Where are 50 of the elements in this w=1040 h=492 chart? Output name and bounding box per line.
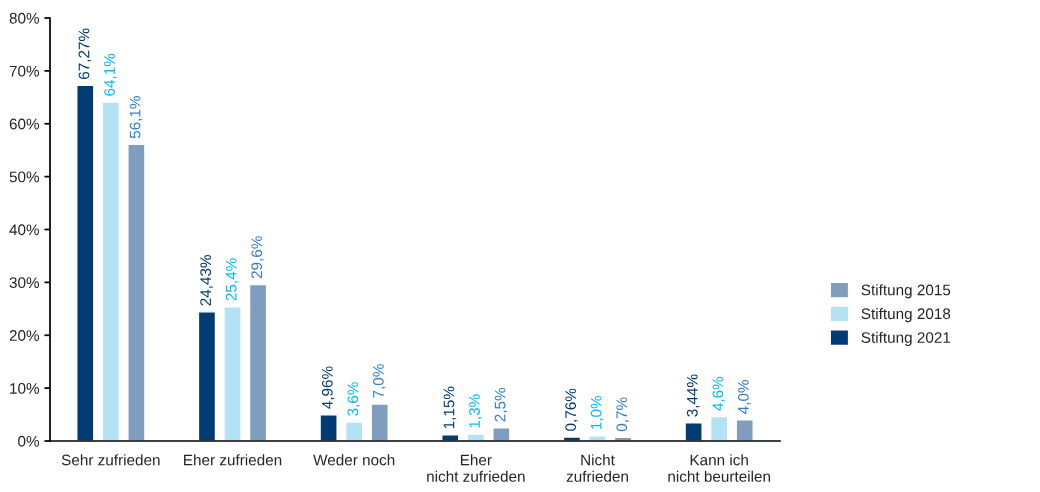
bar bbox=[344, 421, 364, 441]
bar bbox=[101, 101, 121, 441]
data-label: 1,15% bbox=[443, 386, 457, 429]
y-tick-label: 0% bbox=[18, 435, 40, 447]
x-tick-label: Eher nicht zufrieden bbox=[427, 454, 525, 482]
bar bbox=[492, 427, 511, 441]
legend-label: Stiftung 2021 bbox=[861, 331, 951, 346]
x-tick-label: Eher zufrieden bbox=[184, 454, 282, 466]
y-tick-label: 80% bbox=[9, 12, 40, 24]
data-label: 25,4% bbox=[225, 258, 239, 301]
data-label: 4,96% bbox=[321, 366, 335, 409]
y-tick-label: 40% bbox=[9, 224, 40, 236]
bar bbox=[684, 422, 703, 441]
bar bbox=[370, 403, 389, 441]
data-label: 1,3% bbox=[469, 394, 482, 428]
data-label: 67,27% bbox=[78, 28, 92, 79]
bar bbox=[223, 306, 242, 441]
data-label: 3,44% bbox=[686, 374, 700, 417]
data-label: 4,0% bbox=[738, 380, 751, 414]
bar bbox=[248, 283, 268, 441]
x-tick-label: Nicht zufrieden bbox=[566, 454, 628, 482]
y-tick-label: 70% bbox=[9, 65, 40, 77]
data-label: 0,7% bbox=[616, 397, 629, 432]
x-tick-label: Kann ich nicht beurteilen bbox=[668, 454, 770, 482]
y-tick-label: 60% bbox=[9, 118, 40, 130]
x-tick-label: Weder noch bbox=[313, 454, 395, 466]
data-label: 24,43% bbox=[200, 255, 213, 306]
bar bbox=[127, 143, 146, 441]
y-tick-label: 10% bbox=[10, 382, 40, 394]
bar bbox=[319, 414, 338, 441]
data-label: 29,6% bbox=[251, 236, 264, 279]
bar bbox=[466, 433, 486, 441]
legend-label: Stiftung 2015 bbox=[861, 284, 951, 299]
data-label: 0,76% bbox=[565, 388, 578, 431]
data-label: 2,5% bbox=[494, 387, 508, 422]
bar bbox=[76, 84, 95, 441]
x-tick-label: Sehr zufrieden bbox=[61, 454, 160, 466]
legend-label: Stiftung 2018 bbox=[861, 307, 951, 323]
y-tick-label: 20% bbox=[9, 330, 40, 341]
y-tick-label: 30% bbox=[9, 277, 40, 289]
y-tick-label: 50% bbox=[9, 171, 40, 183]
data-label: 4,6% bbox=[712, 376, 726, 411]
data-label: 56,1% bbox=[129, 96, 143, 139]
bar bbox=[197, 311, 217, 441]
bar bbox=[735, 419, 754, 441]
data-label: 1,0% bbox=[590, 395, 604, 429]
bar bbox=[709, 415, 729, 441]
data-label: 64,1% bbox=[104, 53, 117, 96]
data-label: 3,6% bbox=[347, 382, 361, 416]
data-label: 7,0% bbox=[373, 364, 386, 398]
